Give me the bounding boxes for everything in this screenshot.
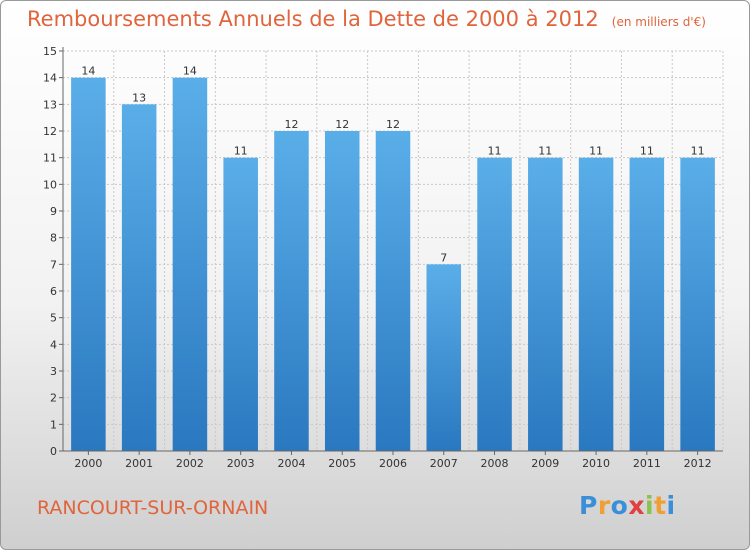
x-tick-label: 2002 [176,457,204,470]
bar-value-label: 13 [132,91,146,104]
proxiti-logo: Proxiti [579,491,676,520]
x-tick-label: 2000 [74,457,102,470]
chart-title: Remboursements Annuels de la Dette de 20… [27,7,599,31]
bar [375,131,411,451]
y-tick-label: 0 [50,445,57,458]
bar-value-label: 12 [386,118,400,131]
logo-letter: P [579,491,598,520]
bar [528,157,563,451]
labels: 0123456789101112131415142000132001142002… [43,45,712,470]
x-tick-label: 2004 [277,457,305,470]
bar [578,157,614,451]
x-tick-label: 2005 [328,457,356,470]
bar-value-label: 7 [440,251,447,264]
x-tick-label: 2010 [582,457,610,470]
y-tick-label: 12 [43,125,57,138]
logo-letter: i [645,491,655,520]
chart-title-block: Remboursements Annuels de la Dette de 20… [27,7,706,31]
bar-value-label: 14 [183,65,197,78]
y-tick-label: 3 [50,365,57,378]
logo-letter: i [666,491,676,520]
y-tick-label: 15 [43,45,57,58]
bar-value-label: 12 [335,118,349,131]
y-tick-label: 13 [43,98,57,111]
y-tick-label: 1 [50,418,57,431]
logo-letter: x [628,491,645,520]
bars [71,77,715,452]
bar-value-label: 11 [640,145,654,158]
chart-unit-note: (en milliers d'€) [611,15,706,29]
bar [324,131,360,451]
logo-letter: r [597,491,611,520]
y-tick-label: 7 [50,258,57,271]
x-tick-label: 2003 [227,457,255,470]
bar [629,157,665,451]
bar [426,264,462,451]
bar-value-label: 11 [488,145,502,158]
x-tick-label: 2009 [531,457,559,470]
bar [172,77,208,452]
bar [223,157,258,451]
logo-letter: t [654,491,667,520]
x-tick-label: 2012 [684,457,712,470]
y-tick-label: 14 [43,72,57,85]
y-tick-label: 11 [43,152,57,165]
bar-value-label: 12 [284,118,298,131]
x-tick-label: 2001 [125,457,153,470]
bar [274,131,309,451]
bar-value-label: 11 [589,145,603,158]
logo-letter: o [610,491,629,520]
y-tick-label: 5 [50,312,57,325]
x-tick-label: 2006 [379,457,407,470]
commune-name: RANCOURT-SUR-ORNAIN [37,497,269,519]
axes [59,47,723,455]
x-tick-label: 2007 [430,457,458,470]
x-tick-label: 2011 [633,457,661,470]
y-tick-label: 4 [50,338,57,351]
bar-value-label: 11 [691,145,705,158]
y-tick-label: 9 [50,205,57,218]
y-tick-label: 10 [43,178,57,191]
x-tick-label: 2008 [481,457,509,470]
bar-value-label: 14 [81,65,95,78]
bar-value-label: 11 [234,145,248,158]
bar-value-label: 11 [538,145,552,158]
y-tick-label: 8 [50,232,57,245]
bar [477,157,512,451]
bar [121,104,157,451]
bar [680,157,715,451]
bar [71,77,106,452]
y-tick-label: 6 [50,285,57,298]
y-tick-label: 2 [50,392,57,405]
